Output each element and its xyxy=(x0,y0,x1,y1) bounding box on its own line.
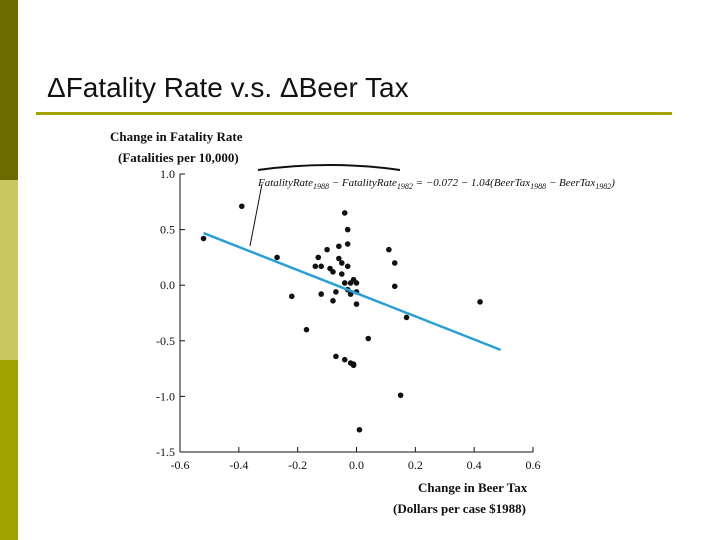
data-point xyxy=(333,289,339,295)
x-tick-label: -0.4 xyxy=(229,458,248,472)
data-point xyxy=(477,299,483,305)
equation-label: FatalityRate1988 − FatalityRate1982 = −0… xyxy=(257,177,615,191)
data-point xyxy=(333,353,339,360)
equation-subscript: 1982 xyxy=(595,182,611,191)
data-point xyxy=(238,203,245,210)
equation-part: ) xyxy=(610,177,615,189)
equation-subscript: 1988 xyxy=(530,182,546,191)
data-point xyxy=(274,254,280,261)
x-tick-label: 0.2 xyxy=(408,458,423,472)
equation-pointer xyxy=(249,183,263,247)
data-point xyxy=(324,246,330,253)
regression-line xyxy=(203,231,502,352)
data-point xyxy=(344,226,351,233)
data-point xyxy=(336,255,342,262)
data-point xyxy=(338,271,345,277)
data-point xyxy=(353,280,360,286)
data-point xyxy=(318,263,325,270)
data-point xyxy=(312,263,319,270)
data-point xyxy=(303,326,310,333)
x-axis-label-line1: Change in Beer Tax xyxy=(418,480,528,495)
chart-axes: 1.0 0.5 0.0 -0.5 -1.0 -1.5-0.6 -0.4 -0.2 0.0 0.2 0… xyxy=(156,167,541,472)
data-point xyxy=(350,361,357,367)
equation-part: FatalityRate xyxy=(257,177,313,189)
regression-line-group xyxy=(203,231,502,352)
side-accent-bar-bottom xyxy=(0,360,18,540)
equation-subscript: 1988 xyxy=(313,182,329,191)
y-tick-label: 0.0 xyxy=(160,278,175,292)
data-point xyxy=(391,283,398,290)
data-point xyxy=(336,243,342,250)
y-tick-label: -0.5 xyxy=(156,334,175,348)
side-accent-bar-top xyxy=(0,0,18,180)
regression-equation: FatalityRate1988 − FatalityRate1982 = −0… xyxy=(249,164,615,247)
equation-subscript: 1982 xyxy=(397,182,413,191)
data-point xyxy=(365,335,372,342)
equation-part: − FatalityRate xyxy=(329,177,397,189)
chart-points xyxy=(200,203,483,433)
data-point xyxy=(344,241,351,247)
data-point xyxy=(318,291,325,297)
data-point xyxy=(391,260,398,266)
equation-part: = −0.072 − 1.04(BeerTax xyxy=(413,177,530,189)
data-point xyxy=(403,314,410,321)
y-tick-label: 1.0 xyxy=(160,167,175,181)
y-tick-label: -1.0 xyxy=(156,389,175,403)
data-point xyxy=(353,301,360,307)
y-axis-label-line2: (Fatalities per 10,000) xyxy=(118,150,239,165)
title-underline xyxy=(36,112,672,115)
side-accent-bar-middle xyxy=(0,180,18,360)
data-point xyxy=(397,392,404,399)
x-tick-label: 0.6 xyxy=(526,458,541,472)
data-point xyxy=(200,235,207,242)
x-axis-label-line2: (Dollars per case $1988) xyxy=(393,501,526,516)
x-tick-label: -0.6 xyxy=(171,458,190,472)
data-point xyxy=(338,260,345,266)
x-tick-label: 0.4 xyxy=(467,458,482,472)
equation-part: − BeerTax xyxy=(546,177,595,189)
data-point xyxy=(341,280,348,286)
equation-brace xyxy=(257,164,401,171)
data-point xyxy=(386,246,392,253)
y-tick-label: -1.5 xyxy=(156,445,175,459)
data-point xyxy=(330,297,336,304)
x-tick-label: 0.0 xyxy=(349,458,364,472)
x-tick-label: -0.2 xyxy=(288,458,307,472)
data-point xyxy=(288,293,295,300)
data-point xyxy=(330,269,336,275)
data-point xyxy=(315,254,322,261)
slide-title: ΔFatality Rate v.s. ΔBeer Tax xyxy=(47,72,409,103)
data-point xyxy=(341,356,348,363)
data-point xyxy=(344,263,351,270)
data-point xyxy=(356,426,363,433)
y-tick-label: 0.5 xyxy=(160,223,175,237)
y-axis-label-line1: Change in Fatality Rate xyxy=(110,129,243,144)
data-point xyxy=(341,210,348,216)
